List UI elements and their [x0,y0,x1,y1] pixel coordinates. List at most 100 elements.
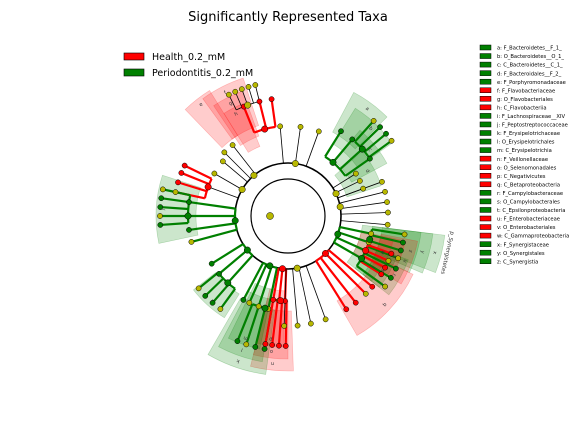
branch-6-1 [177,181,208,193]
branch-10-0 [226,254,254,284]
node-24 [238,186,246,193]
key-label-s: s: O_Campylobacterales [497,200,560,206]
node-111 [362,290,369,297]
node-65 [234,338,241,345]
node-22 [383,130,389,137]
node-90 [362,247,370,255]
key-swatch-i [479,113,492,119]
node-113 [343,306,350,313]
clade-label-s: s [379,268,386,274]
node-69 [270,296,277,303]
clade-label-c: c [366,147,373,153]
clade-shade-e [184,90,239,149]
node-112 [352,299,359,306]
node-98 [382,283,388,290]
node-101 [382,188,388,195]
key-swatch-p [479,173,492,179]
key-label-z: z: C_Synergistia [497,259,538,265]
branch-19-2 [362,254,386,269]
key-swatch-u [479,215,492,222]
node-76 [322,316,329,323]
branch-16-1 [298,267,312,324]
key-label-w: w: C_Gammaproteobacteria [497,234,569,240]
clade-label-d: d [364,168,371,174]
legend-label-health: Health_0.2_mM [152,52,225,63]
key-swatch-z [479,258,492,264]
branch-1-2 [270,98,277,128]
node-106 [352,170,359,177]
branch-22-1 [335,180,361,194]
node-59 [246,299,253,306]
branch-4-3 [368,139,393,159]
key-swatch-s [479,198,492,205]
node-74 [262,341,269,347]
branch-8-0 [191,228,238,243]
key-swatch-t [479,207,492,213]
branch-8-1 [188,222,236,232]
node-33 [250,171,258,179]
key-swatch-k [479,130,492,136]
branch-arc-3 [324,155,347,177]
node-12 [245,84,252,90]
branch-11-2 [204,277,225,297]
node-94 [378,271,385,278]
node-79 [281,323,288,329]
key-swatch-g [479,96,492,102]
branch-4-2 [363,132,387,153]
node-110 [369,283,376,290]
node-93 [382,264,388,271]
key-swatch-e [479,78,492,85]
key-label-h: h: C_Flavobacteriia [497,105,547,111]
key-label-n: n: F_Veillonellaceae [497,157,548,163]
node-100 [379,178,385,185]
branch-0-0 [279,126,284,164]
node-66 [279,265,286,273]
branch-12-2 [248,263,268,304]
node-109 [322,250,329,257]
key-swatch-x [479,241,492,247]
clade-label-a: a [364,106,370,113]
branch-23-2 [319,257,357,304]
branch-3-1 [332,138,354,164]
key-label-x: x: F_Synergistaceae [497,242,549,248]
clade-label-j: j [160,209,166,212]
branch-5-0 [207,186,239,199]
clade-label-g: g [228,100,234,107]
node-52 [217,306,224,312]
clade-label-o: o [270,348,274,354]
node-11 [238,86,245,92]
legend-swatch-health [123,52,145,61]
node-61 [261,304,269,312]
chart-title: Significantly Represented Taxa [188,10,388,25]
node-56 [266,262,274,270]
branch-23-1 [324,252,367,295]
node-97 [388,274,394,281]
node-27 [220,158,226,165]
clade-label-l: l [240,346,243,352]
branch-6-2 [180,171,210,186]
clade-label-q: q [381,301,388,307]
key-label-t: t: C_Epsilonproteobacteria [497,208,565,214]
branch-19-3 [359,260,382,276]
legend-label-periodontitis: Periodontitis_0.2_mM [152,68,253,79]
node-32 [181,162,188,169]
clade-label-w: w [379,249,386,255]
clade-label-n: n [271,360,275,366]
key-swatch-o [479,164,492,170]
branch-18-0 [371,228,405,236]
node-16 [349,136,356,143]
branch-20-0 [363,252,397,270]
node-49 [216,271,222,277]
branch-16-3 [283,268,287,326]
node-46 [159,186,166,193]
key-label-p: p: C_Negativicutes [497,174,546,180]
node-53 [209,299,216,306]
node-7 [268,96,275,102]
branch-14-2 [272,268,280,300]
node-78 [294,322,301,329]
node-70 [277,297,285,305]
branch-1-1 [258,101,268,129]
key-swatch-c [479,61,492,68]
node-107 [357,178,363,184]
